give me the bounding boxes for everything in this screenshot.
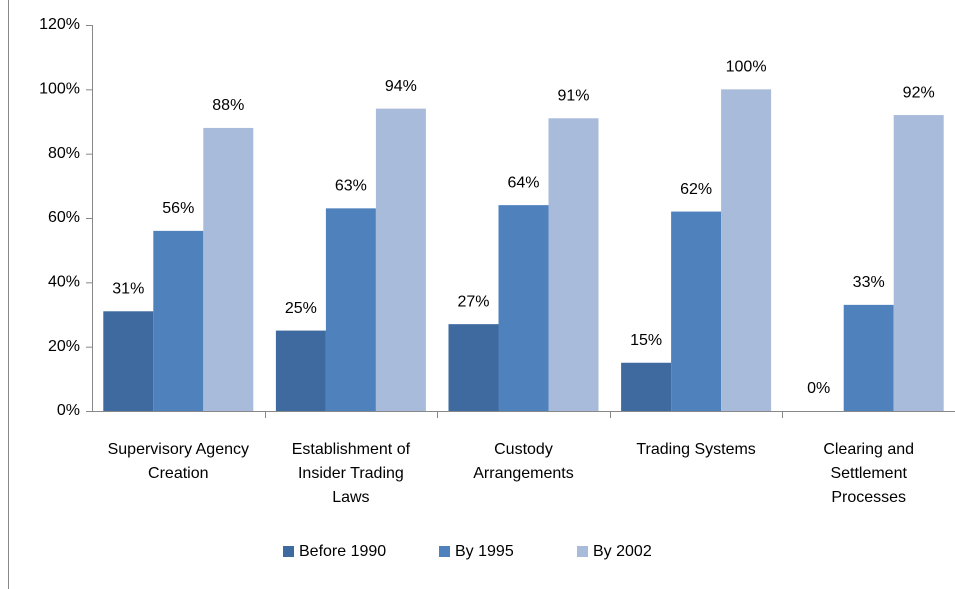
value-label: 92% xyxy=(903,84,935,101)
bar xyxy=(721,89,772,411)
bar xyxy=(103,311,154,411)
y-tick-label: 60% xyxy=(48,209,80,226)
bar xyxy=(153,230,204,411)
value-label: 27% xyxy=(457,293,489,310)
bar xyxy=(621,362,672,411)
value-label: 100% xyxy=(726,59,767,76)
value-label: 91% xyxy=(557,88,589,105)
bar xyxy=(203,127,254,411)
legend-swatch xyxy=(577,546,588,557)
bar xyxy=(548,118,599,412)
value-label: 94% xyxy=(385,78,417,95)
legend-swatch xyxy=(439,546,450,557)
value-label: 64% xyxy=(507,174,539,191)
bar xyxy=(325,208,376,411)
bar xyxy=(275,330,326,411)
value-label: 56% xyxy=(162,200,194,217)
bar xyxy=(671,211,722,411)
y-tick-label: 80% xyxy=(48,145,80,162)
x-tick-label: Establishment of Insider Trading Laws xyxy=(291,441,411,506)
x-tick-label: Trading Systems xyxy=(636,441,756,458)
value-label: 62% xyxy=(680,181,712,198)
bar xyxy=(498,205,549,411)
value-label: 25% xyxy=(285,300,317,317)
bar xyxy=(375,108,426,411)
value-label: 88% xyxy=(212,97,244,114)
value-label: 33% xyxy=(853,274,885,291)
value-label: 63% xyxy=(335,178,367,195)
y-tick-label: 100% xyxy=(39,81,80,98)
y-tick-label: 0% xyxy=(57,402,80,419)
y-tick-label: 120% xyxy=(39,16,80,33)
bar xyxy=(448,324,499,411)
legend-swatch xyxy=(283,546,294,557)
value-label: 15% xyxy=(630,332,662,349)
bar xyxy=(843,304,894,411)
legend-label: Before 1990 xyxy=(299,543,386,560)
legend-label: By 1995 xyxy=(455,543,514,560)
value-label: 0% xyxy=(807,380,830,397)
legend-label: By 2002 xyxy=(593,543,652,560)
y-tick-label: 20% xyxy=(48,338,80,355)
value-label: 31% xyxy=(112,281,144,298)
x-tick-label: Clearing and Settlement Processes xyxy=(823,441,915,506)
x-tick-label: Custody Arrangements xyxy=(473,441,574,482)
x-tick-label: Supervisory Agency Creation xyxy=(107,441,249,482)
bar xyxy=(893,115,944,412)
y-tick-label: 40% xyxy=(48,274,80,291)
